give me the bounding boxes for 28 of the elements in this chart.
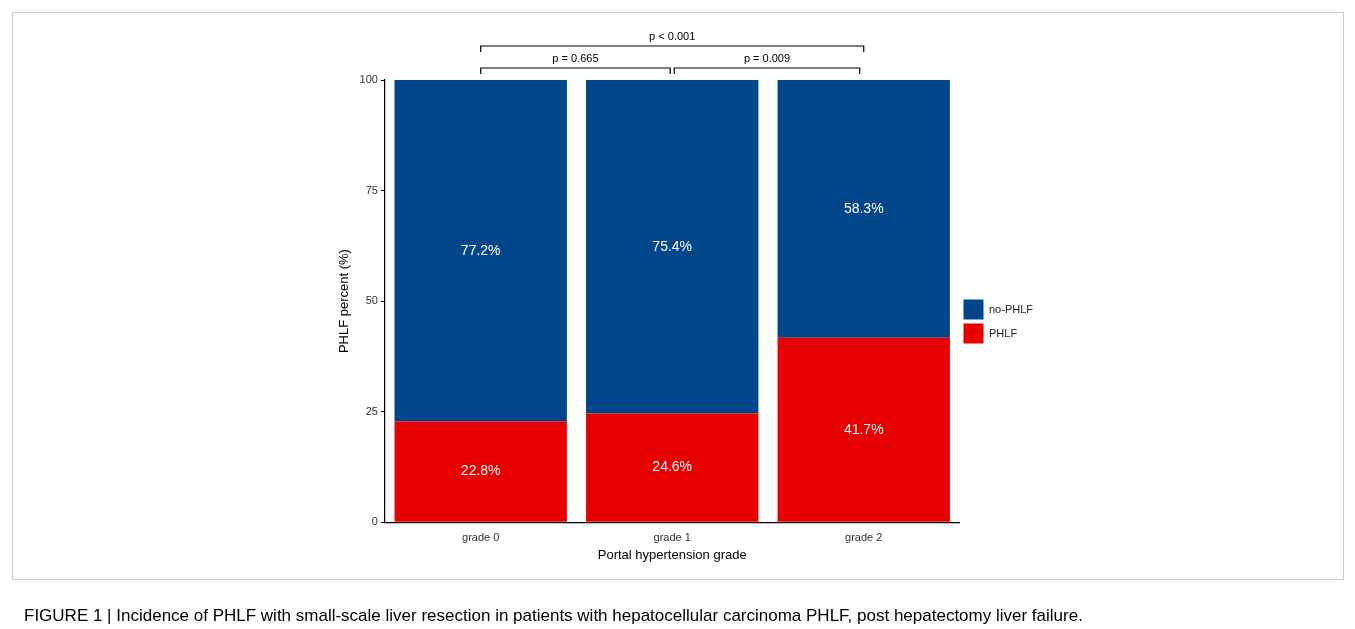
data-label: 22.8% — [460, 462, 501, 479]
x-tick-label: grade 1 — [653, 530, 691, 543]
legend-label: no-PHLF — [988, 302, 1034, 315]
x-tick-label: grade 2 — [845, 530, 883, 543]
bar — [777, 337, 950, 522]
data-label: 58.3% — [843, 199, 884, 216]
text: p = 0.665 — [552, 51, 599, 64]
y-tick-label: 25 — [365, 404, 378, 417]
x-tick-label: grade 0 — [462, 530, 500, 543]
bar — [394, 80, 567, 422]
bar — [586, 413, 759, 522]
y-tick-label: 50 — [365, 294, 378, 307]
caption: FIGURE 1 | Incidence of PHLF with small-scale liver resection in patients with hepatocellular carcinoma PHLF, post hepatectomy liver failure. — [24, 606, 1083, 626]
text: p = 0.009 — [743, 51, 791, 64]
text: p < 0.001 — [649, 29, 696, 42]
data-label: 41.7% — [843, 420, 884, 437]
x-axis-title: Portal hypertension grade — [597, 546, 747, 562]
data-label: 77.2% — [460, 241, 501, 258]
y-axis-title: PHLF percent (%) — [336, 249, 352, 354]
bar — [586, 80, 759, 414]
legend-label: PHLF — [988, 326, 1018, 339]
y-tick-label: 100 — [359, 73, 378, 86]
y-tick-label: 75 — [365, 183, 378, 196]
data-label: 24.6% — [652, 458, 693, 475]
bar — [394, 421, 567, 522]
bar — [777, 80, 950, 338]
y-tick-label: 0 — [371, 515, 378, 528]
data-label: 75.4% — [652, 237, 693, 254]
